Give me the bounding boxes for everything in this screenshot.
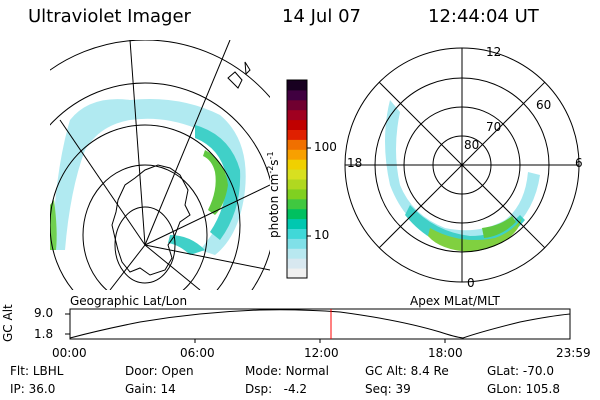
altitude-ytick-high: 9.0 bbox=[34, 306, 54, 320]
footer-gain: Gain: 14 bbox=[125, 382, 176, 396]
altitude-xtick-3: 18:00 bbox=[428, 346, 463, 360]
footer-glon: GLon: 105.8 bbox=[487, 382, 560, 396]
footer-dsp: Dsp: -4.2 bbox=[245, 382, 308, 396]
colorbar-swatch bbox=[287, 208, 307, 220]
colorbar-swatch bbox=[287, 109, 307, 121]
altitude-xtick-1: 06:00 bbox=[180, 346, 215, 360]
mlat-label-80: 80 bbox=[464, 138, 480, 152]
coastline bbox=[111, 164, 191, 276]
x-tick-marks bbox=[194, 339, 446, 343]
mlt-spokes bbox=[345, 48, 579, 282]
altitude-ylabel: GC Alt bbox=[1, 304, 15, 342]
left-map-caption: Geographic Lat/Lon bbox=[70, 294, 188, 308]
image-date: 14 Jul 07 bbox=[282, 6, 361, 27]
footer-door: Door: Open bbox=[125, 364, 194, 378]
colorbar-swatch bbox=[287, 188, 307, 200]
left-aurora bbox=[50, 99, 246, 255]
colorbar-swatch bbox=[287, 268, 307, 279]
colorbar-swatch bbox=[287, 129, 307, 140]
altitude-plot bbox=[65, 308, 571, 343]
colorbar-swatch bbox=[287, 238, 307, 249]
colorbar-swatch bbox=[287, 99, 307, 111]
colorbar-border bbox=[286, 79, 308, 279]
footer-glat: GLat: -70.0 bbox=[487, 364, 554, 378]
footer-ip: IP: 36.0 bbox=[10, 382, 56, 396]
colorbar-swatch bbox=[287, 139, 307, 150]
polar-map bbox=[344, 47, 580, 283]
colorbar-swatch bbox=[287, 218, 307, 229]
mlt-label-6: 6 bbox=[575, 156, 583, 170]
footer-seq: Seq: 39 bbox=[365, 382, 411, 396]
colorbar-swatch bbox=[287, 80, 307, 91]
footer-gc-alt: GC Alt: 8.4 Re bbox=[365, 364, 449, 378]
colorbar-swatch bbox=[287, 169, 307, 180]
altitude-xtick-2: 12:00 bbox=[304, 346, 339, 360]
geographic-map bbox=[50, 40, 270, 290]
right-map-caption: Apex MLat/MLT bbox=[410, 294, 500, 308]
colorbar-swatch bbox=[287, 149, 307, 160]
footer-flt: Flt: LBHL bbox=[10, 364, 64, 378]
lat-circles bbox=[50, 40, 270, 290]
colorbar-swatch bbox=[287, 179, 307, 190]
mlt-label-12: 12 bbox=[486, 45, 502, 59]
mlt-label-18: 18 bbox=[347, 156, 363, 170]
altitude-xtick-0: 00:00 bbox=[52, 346, 87, 360]
colorbar-swatch bbox=[287, 119, 307, 130]
altitude-ytick-low: 1.8 bbox=[34, 327, 54, 341]
mlt-label-0: 0 bbox=[467, 276, 475, 290]
colorbar-swatch bbox=[287, 159, 307, 170]
colorbar-tick-100: 100 bbox=[314, 140, 337, 154]
colorbar-swatch bbox=[287, 228, 307, 239]
colorbar-swatch bbox=[287, 258, 307, 269]
image-time: 12:44:04 UT bbox=[428, 6, 539, 27]
altitude-xtick-4: 23:59 bbox=[556, 346, 591, 360]
lon-lines bbox=[59, 40, 270, 290]
instrument-title: Ultraviolet Imager bbox=[28, 6, 191, 27]
colorbar bbox=[286, 79, 308, 279]
colorbar-swatch bbox=[287, 198, 307, 210]
altitude-curve bbox=[69, 309, 571, 339]
colorbar-tick-10: 10 bbox=[314, 228, 330, 242]
footer-mode: Mode: Normal bbox=[245, 364, 329, 378]
colorbar-swatch bbox=[287, 89, 307, 101]
mlat-label-70: 70 bbox=[486, 120, 502, 134]
colorbar-unit-label: photon cm-2s-1 bbox=[266, 151, 281, 238]
mlat-label-60: 60 bbox=[536, 98, 552, 112]
colorbar-swatch bbox=[287, 248, 307, 259]
